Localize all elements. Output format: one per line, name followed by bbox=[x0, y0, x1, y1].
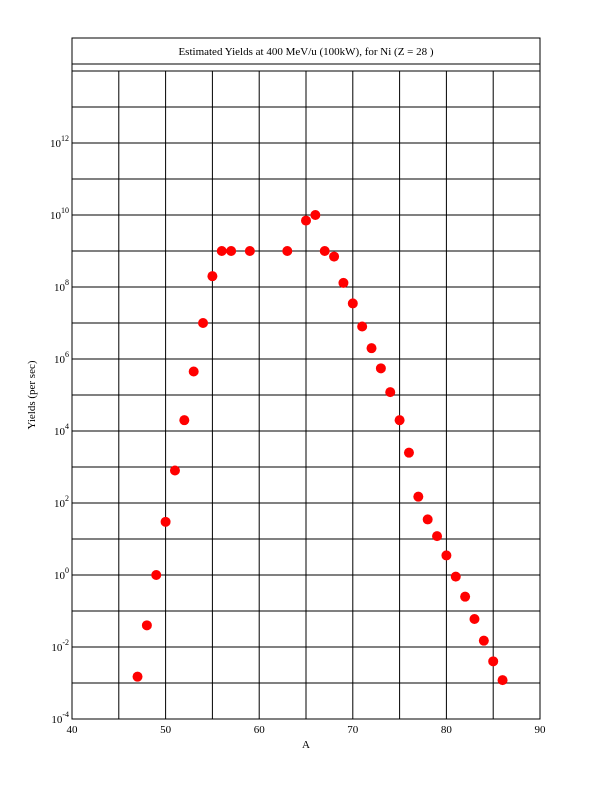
data-point bbox=[216, 246, 227, 256]
x-axis-label: A bbox=[302, 739, 310, 751]
data-point bbox=[432, 531, 443, 542]
data-point bbox=[403, 447, 414, 458]
data-point bbox=[441, 550, 452, 561]
data-point bbox=[413, 491, 424, 502]
x-tick-label: 90 bbox=[535, 724, 547, 736]
chart-title: Estimated Yields at 400 MeV/u (100kW), f… bbox=[178, 46, 433, 58]
data-point bbox=[301, 215, 311, 226]
data-point bbox=[132, 671, 143, 682]
data-point bbox=[310, 210, 321, 220]
data-point bbox=[357, 321, 368, 332]
data-point bbox=[422, 514, 433, 525]
data-point bbox=[469, 613, 480, 624]
y-tick-label: 1010 bbox=[50, 206, 69, 222]
y-tick-label: 104 bbox=[54, 422, 69, 438]
data-point bbox=[478, 635, 489, 646]
x-tick-label: 60 bbox=[254, 724, 266, 736]
data-point bbox=[244, 246, 255, 256]
data-point bbox=[198, 318, 209, 328]
data-point bbox=[226, 246, 237, 256]
data-point bbox=[488, 656, 499, 667]
data-point bbox=[450, 571, 461, 582]
data-point bbox=[207, 271, 218, 282]
y-tick-label: 108 bbox=[54, 278, 69, 294]
data-points bbox=[132, 210, 508, 686]
data-point bbox=[347, 298, 358, 309]
data-point bbox=[366, 343, 377, 354]
data-point bbox=[188, 366, 199, 377]
data-point bbox=[179, 415, 190, 426]
data-point bbox=[460, 591, 471, 602]
y-axis-label: Yields (per sec) bbox=[26, 360, 38, 429]
data-point bbox=[338, 277, 349, 288]
data-point bbox=[394, 415, 405, 426]
y-tick-labels: 10-4 10-2 100 102 104 106 108 1010 1012 bbox=[50, 134, 69, 726]
data-point bbox=[160, 516, 171, 527]
x-tick-label: 80 bbox=[441, 724, 453, 736]
y-tick-label: 10-4 bbox=[51, 710, 69, 726]
y-tick-label: 102 bbox=[54, 494, 69, 510]
y-tick-label: 106 bbox=[54, 350, 69, 366]
y-tick-label: 1012 bbox=[50, 134, 69, 150]
x-tick-label: 70 bbox=[347, 724, 359, 736]
data-point bbox=[329, 251, 340, 262]
x-tick-label: 40 bbox=[67, 724, 79, 736]
data-point bbox=[282, 246, 293, 256]
data-point bbox=[385, 387, 396, 398]
data-point bbox=[141, 620, 152, 631]
y-tick-label: 100 bbox=[54, 566, 69, 582]
grid bbox=[72, 71, 540, 719]
data-point bbox=[151, 570, 162, 580]
data-point bbox=[497, 675, 508, 686]
title-box bbox=[71, 37, 541, 65]
data-point bbox=[319, 246, 330, 256]
x-tick-labels: 40 50 60 70 80 90 bbox=[67, 724, 547, 736]
data-point bbox=[375, 363, 386, 374]
data-point bbox=[169, 465, 180, 476]
y-tick-label: 10-2 bbox=[51, 638, 69, 654]
x-tick-label: 50 bbox=[160, 724, 172, 736]
